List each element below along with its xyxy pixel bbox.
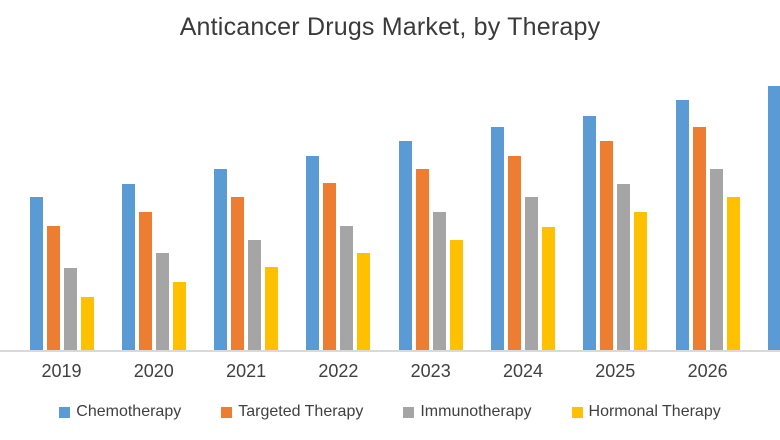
bar-immunotherapy-2021 xyxy=(248,240,262,350)
bar-immunotherapy-2024 xyxy=(525,197,538,350)
bar-chemotherapy-2025 xyxy=(583,116,597,350)
legend-swatch-hormonal-therapy xyxy=(571,406,583,418)
bar-hormonal-therapy-2024 xyxy=(542,227,555,350)
bar-chemotherapy-2026 xyxy=(675,100,689,350)
x-axis-tick-label: 2021 xyxy=(226,361,267,381)
bar-chemotherapy-2020 xyxy=(121,184,135,350)
bar-hormonal-therapy-2023 xyxy=(449,240,463,350)
legend-swatch-chemotherapy xyxy=(59,406,71,418)
bar-immunotherapy-2023 xyxy=(432,212,446,350)
bar-hormonal-therapy-2019 xyxy=(80,297,94,350)
bar-targeted-therapy-2024 xyxy=(508,156,521,350)
bar-targeted-therapy-2025 xyxy=(600,141,614,350)
x-axis-tick-label: 2019 xyxy=(41,361,82,381)
legend-label: Targeted Therapy xyxy=(238,403,364,420)
bar-immunotherapy-2022 xyxy=(340,226,354,350)
legend-swatch-immunotherapy xyxy=(403,406,415,418)
bar-chemotherapy-2022 xyxy=(306,156,320,350)
bar-hormonal-therapy-2022 xyxy=(357,253,371,350)
x-axis-tick-label: 2020 xyxy=(133,361,174,381)
bar-targeted-therapy-2026 xyxy=(692,127,706,350)
bar-immunotherapy-2025 xyxy=(617,184,631,350)
legend-label: Hormonal Therapy xyxy=(588,403,721,420)
bar-chemotherapy-2021 xyxy=(214,169,228,350)
legend: Chemotherapy Targeted Therapy Immunotherap… xyxy=(0,403,780,421)
x-axis-tick-label: 2022 xyxy=(318,361,359,381)
bar-targeted-therapy-2019 xyxy=(46,226,60,350)
legend-item-hormonal-therapy: Hormonal Therapy xyxy=(571,403,721,421)
bar-hormonal-therapy-2020 xyxy=(172,282,186,350)
bar-chemotherapy-2023 xyxy=(398,141,412,350)
legend-label: Chemotherapy xyxy=(76,403,182,420)
bar-targeted-therapy-2023 xyxy=(415,169,429,350)
bar-chemotherapy-2019 xyxy=(29,197,43,350)
bar-chemotherapy-clipped xyxy=(767,86,780,350)
x-axis-line xyxy=(0,350,780,352)
legend-item-chemotherapy: Chemotherapy xyxy=(59,403,181,421)
chart-title: Anticancer Drugs Market, by Therapy xyxy=(179,13,601,41)
x-axis-tick-label: 2024 xyxy=(502,361,544,381)
bar-immunotherapy-2020 xyxy=(155,253,169,350)
bar-chemotherapy-2024 xyxy=(491,127,504,350)
legend-label: Immunotherapy xyxy=(420,403,532,420)
legend-swatch-targeted-therapy xyxy=(221,406,233,418)
x-axis-tick-label: 2023 xyxy=(410,361,451,381)
x-axis-tick-label: 2025 xyxy=(595,361,636,381)
bar-immunotherapy-2019 xyxy=(63,268,77,350)
legend-item-targeted-therapy: Targeted Therapy xyxy=(221,403,363,421)
bar-hormonal-therapy-2026 xyxy=(726,197,740,350)
bar-targeted-therapy-2020 xyxy=(138,212,152,350)
bar-hormonal-therapy-2025 xyxy=(634,212,648,350)
bar-immunotherapy-2026 xyxy=(709,169,723,350)
x-axis-tick-label: 2026 xyxy=(687,361,728,381)
legend-item-immunotherapy: Immunotherapy xyxy=(403,403,532,421)
bar-targeted-therapy-2021 xyxy=(231,197,245,350)
bar-targeted-therapy-2022 xyxy=(323,183,337,350)
bar-hormonal-therapy-2021 xyxy=(265,267,279,350)
